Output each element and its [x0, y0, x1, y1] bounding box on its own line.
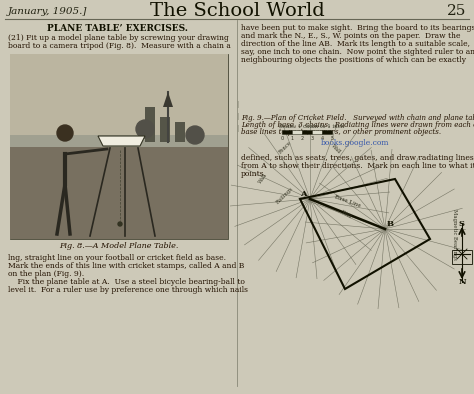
Text: Mark the ends of this line with cricket stamps, called A and B: Mark the ends of this line with cricket …	[8, 262, 245, 270]
Text: Wall: Wall	[330, 143, 342, 155]
Bar	[452, 250, 472, 264]
Polygon shape	[163, 92, 173, 107]
Text: Wall: Wall	[340, 210, 353, 220]
Bar	[322, 130, 332, 134]
Text: January, 1905.]: January, 1905.]	[8, 6, 87, 15]
Bar	[10, 54, 228, 239]
Bar	[175, 122, 185, 142]
Text: and mark the N., E., S., W. points on the paper.  Draw the: and mark the N., E., S., W. points on th…	[241, 32, 461, 40]
Bar	[10, 134, 228, 147]
Text: books.google.com: books.google.com	[321, 139, 389, 147]
Text: say, one inch to one chain.  Now point the sighted ruler to any: say, one inch to one chain. Now point th…	[241, 48, 474, 56]
Text: B: B	[386, 220, 393, 228]
Text: level it.  For a ruler use by preference one through which nails: level it. For a ruler use by preference …	[8, 286, 248, 294]
Text: 1: 1	[291, 136, 293, 141]
Text: Fig. 9.—Plan of Cricket Field.   Surveyed with chain and plane table.: Fig. 9.—Plan of Cricket Field. Surveyed …	[241, 114, 474, 122]
Text: board to a camera tripod (Fig. 8).  Measure with a chain a: board to a camera tripod (Fig. 8). Measu…	[8, 42, 231, 50]
Text: defined, such as seats, trees, gates, and draw radiating lines: defined, such as seats, trees, gates, an…	[241, 154, 474, 162]
Text: Wall: Wall	[258, 173, 269, 185]
Text: PLANE TABLE’ EXERCISES.: PLANE TABLE’ EXERCISES.	[47, 24, 189, 33]
Bar	[145, 107, 155, 142]
Text: Fence: Fence	[278, 140, 293, 155]
Text: points.: points.	[241, 170, 267, 178]
Bar	[312, 130, 322, 134]
Circle shape	[57, 125, 73, 141]
Bar	[160, 117, 170, 142]
Text: |: |	[236, 125, 238, 132]
Text: The School World: The School World	[150, 2, 324, 20]
Text: direction of the line AB.  Mark its length to a suitable scale,: direction of the line AB. Mark its lengt…	[241, 40, 470, 48]
Bar	[10, 141, 228, 239]
Circle shape	[136, 120, 154, 138]
Text: Fig. 8.—A Model Plane Table.: Fig. 8.—A Model Plane Table.	[59, 242, 179, 250]
Text: A: A	[300, 190, 306, 198]
Bar	[302, 130, 312, 134]
Text: Base Line: Base Line	[334, 194, 361, 208]
Bar	[292, 130, 302, 134]
Text: 0: 0	[281, 136, 283, 141]
Text: N: N	[458, 278, 466, 286]
Text: S: S	[459, 220, 465, 228]
Text: Magnetic Bearings: Magnetic Bearings	[453, 208, 457, 259]
Text: |: |	[236, 113, 238, 119]
Polygon shape	[98, 136, 145, 146]
Text: from A to show their directions.  Mark on each line to what it: from A to show their directions. Mark on…	[241, 162, 474, 170]
Bar	[10, 54, 228, 141]
Text: Length of base, 3 chains.  Radiating lines were drawn from each end of the: Length of base, 3 chains. Radiating line…	[241, 121, 474, 129]
Bar	[282, 130, 292, 134]
Text: (21) Fit up a model plane table by screwing your drawing: (21) Fit up a model plane table by screw…	[8, 34, 229, 42]
Text: Fix the plane table at A.  Use a steel bicycle bearing-ball to: Fix the plane table at A. Use a steel bi…	[8, 278, 245, 286]
Text: base lines to posts, corners, or other prominent objects.: base lines to posts, corners, or other p…	[241, 128, 441, 136]
Text: Scale: 1 chain to 1 inch: Scale: 1 chain to 1 inch	[279, 124, 345, 129]
Text: Railings: Railings	[275, 186, 294, 205]
Text: neighbouring objects the positions of which can be exactly: neighbouring objects the positions of wh…	[241, 56, 466, 64]
Text: 5: 5	[330, 136, 334, 141]
Text: have been put to make sight.  Bring the board to its bearings: have been put to make sight. Bring the b…	[241, 24, 474, 32]
Text: lng, straight line on your football or cricket field as base.: lng, straight line on your football or c…	[8, 254, 226, 262]
Circle shape	[118, 222, 122, 226]
Text: 4: 4	[320, 136, 324, 141]
Text: 2: 2	[301, 136, 303, 141]
Text: on the plan (Fig. 9).: on the plan (Fig. 9).	[8, 270, 84, 278]
Text: |: |	[236, 100, 238, 108]
Text: 25: 25	[447, 4, 466, 18]
Circle shape	[186, 126, 204, 144]
Text: 3: 3	[310, 136, 314, 141]
